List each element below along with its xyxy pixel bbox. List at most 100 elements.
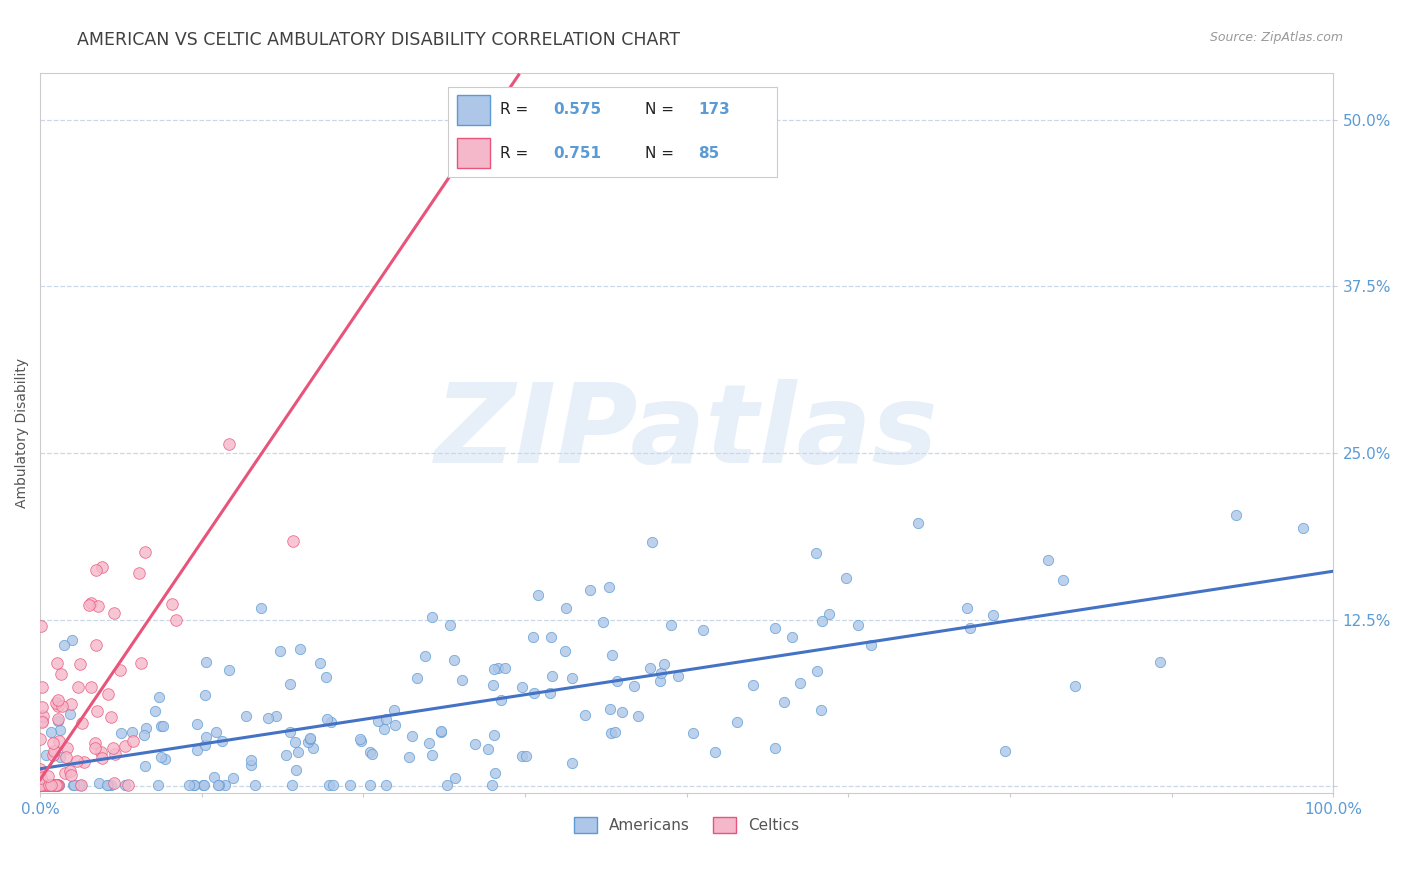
Point bbox=[510, 680, 533, 694]
Point bbox=[96, 778, 118, 792]
Point bbox=[367, 714, 389, 728]
Point bbox=[31, 778, 53, 792]
Point bbox=[610, 705, 633, 719]
Point bbox=[117, 778, 139, 792]
Point bbox=[574, 708, 596, 723]
Point bbox=[31, 700, 53, 714]
Point bbox=[114, 778, 136, 792]
Point bbox=[603, 724, 626, 739]
Point bbox=[44, 778, 66, 792]
Point bbox=[318, 778, 340, 792]
Point bbox=[45, 778, 67, 792]
Point bbox=[55, 749, 77, 764]
Point bbox=[51, 666, 73, 681]
Point bbox=[77, 598, 100, 612]
Point bbox=[46, 778, 69, 792]
Point bbox=[484, 766, 506, 780]
Point bbox=[598, 580, 620, 594]
Point bbox=[284, 735, 307, 749]
Point bbox=[48, 693, 70, 707]
Point bbox=[1225, 508, 1247, 522]
Point bbox=[44, 778, 66, 792]
Point bbox=[70, 716, 93, 731]
Point bbox=[350, 734, 373, 748]
Point bbox=[72, 755, 94, 769]
Point bbox=[859, 638, 882, 652]
Point bbox=[599, 701, 621, 715]
Point bbox=[627, 708, 650, 723]
Point bbox=[482, 662, 505, 676]
Point bbox=[30, 732, 52, 747]
Point bbox=[789, 675, 811, 690]
Point bbox=[45, 778, 67, 792]
Point bbox=[606, 673, 628, 688]
Point bbox=[37, 768, 59, 782]
Point bbox=[60, 633, 83, 648]
Point bbox=[121, 734, 143, 748]
Point bbox=[90, 751, 112, 765]
Point bbox=[153, 752, 176, 766]
Point bbox=[257, 711, 280, 725]
Point bbox=[31, 778, 53, 792]
Point bbox=[97, 687, 120, 701]
Point bbox=[149, 750, 172, 764]
Point bbox=[152, 719, 174, 733]
Point bbox=[183, 778, 205, 792]
Point bbox=[148, 778, 170, 792]
Point bbox=[39, 778, 62, 792]
Point bbox=[439, 618, 461, 632]
Point bbox=[315, 670, 337, 684]
Point bbox=[31, 715, 53, 730]
Point bbox=[489, 693, 512, 707]
Point bbox=[515, 749, 537, 764]
Point bbox=[1052, 573, 1074, 587]
Point bbox=[321, 714, 343, 729]
Point bbox=[194, 655, 217, 669]
Point bbox=[641, 535, 664, 549]
Point bbox=[84, 638, 107, 652]
Point bbox=[45, 696, 67, 710]
Legend: Americans, Celtics: Americans, Celtics bbox=[568, 811, 806, 839]
Point bbox=[510, 749, 533, 764]
Point bbox=[45, 656, 67, 670]
Point bbox=[193, 778, 215, 792]
Text: AMERICAN VS CELTIC AMBULATORY DISABILITY CORRELATION CHART: AMERICAN VS CELTIC AMBULATORY DISABILITY… bbox=[77, 31, 681, 49]
Point bbox=[401, 729, 423, 743]
Point bbox=[129, 656, 152, 670]
Point bbox=[375, 778, 398, 792]
Point bbox=[659, 618, 682, 632]
Point bbox=[763, 741, 786, 756]
Point bbox=[101, 741, 124, 756]
Point bbox=[42, 744, 65, 758]
Point bbox=[150, 719, 173, 733]
Point bbox=[648, 674, 671, 689]
Point bbox=[280, 724, 302, 739]
Point bbox=[56, 740, 79, 755]
Point bbox=[31, 778, 53, 792]
Point bbox=[994, 744, 1017, 758]
Point bbox=[148, 690, 170, 704]
Point bbox=[62, 778, 84, 792]
Point bbox=[727, 715, 749, 730]
Point bbox=[554, 644, 576, 658]
Point bbox=[240, 758, 263, 772]
Point bbox=[83, 736, 105, 750]
Point bbox=[266, 709, 288, 723]
Point bbox=[143, 704, 166, 718]
Point bbox=[359, 778, 381, 792]
Point bbox=[592, 615, 614, 629]
Point bbox=[121, 725, 143, 739]
Point bbox=[281, 533, 304, 548]
Point bbox=[207, 778, 229, 792]
Point bbox=[375, 712, 398, 726]
Point bbox=[540, 669, 562, 683]
Point bbox=[51, 699, 73, 714]
Point bbox=[37, 778, 59, 792]
Point bbox=[90, 560, 112, 574]
Point bbox=[623, 679, 645, 693]
Point bbox=[34, 778, 56, 792]
Point bbox=[804, 546, 827, 560]
Point bbox=[359, 746, 381, 760]
Point bbox=[600, 648, 623, 662]
Point bbox=[522, 630, 544, 644]
